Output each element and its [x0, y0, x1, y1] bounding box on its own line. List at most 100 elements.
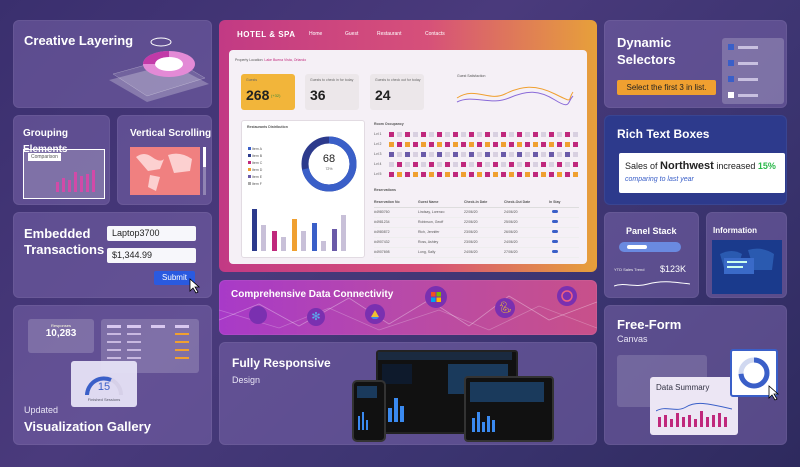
occupancy-cell: [509, 142, 514, 147]
table-row[interactable]: #4980760 Lindsay, Lorenzo 22/06/20 24/06/20: [374, 208, 579, 218]
database-icon: [249, 306, 267, 324]
rich-prefix: Sales of: [625, 161, 661, 171]
in-stay-toggle[interactable]: [552, 210, 558, 213]
occupancy-cell: [453, 142, 458, 147]
table-cell: 24/06/20: [464, 250, 478, 254]
restaurants-donut: [301, 136, 357, 192]
summary-bars: [656, 402, 732, 427]
rich-text-box[interactable]: Sales of Northwest increased 15% compari…: [619, 153, 785, 193]
occupancy-cell: [445, 152, 450, 157]
vertical-scrollbar[interactable]: [203, 147, 206, 195]
nav-restaurant[interactable]: Restaurant: [377, 31, 402, 37]
occupancy-cell: [397, 142, 402, 147]
stack-toggle[interactable]: [619, 242, 681, 252]
location-label: Property Location:: [235, 58, 264, 62]
panel-stack-panel[interactable]: Panel Stack YTD Sales Trend $123K: [604, 212, 699, 298]
occupancy-cell: [557, 162, 562, 167]
microsoft-icon: [425, 286, 447, 308]
panel-title-line1: Dynamic: [617, 35, 672, 50]
table-row[interactable]: #4907432 Ross, Ashley 23/06/20 24/06/20: [374, 238, 579, 248]
freeform-canvas-panel[interactable]: Free-Form Canvas Data Summary: [604, 305, 787, 445]
occupancy-cell: [461, 172, 466, 177]
table-cell: #4907432: [374, 240, 390, 244]
price-input[interactable]: $1,344.99: [107, 248, 196, 263]
occupancy-cell: [461, 142, 466, 147]
phone-mockup: [352, 380, 386, 442]
occupancy-cell: [493, 162, 498, 167]
occupancy-cell: [533, 172, 538, 177]
creative-layering-panel[interactable]: Creative Layering: [13, 20, 212, 108]
occupancy-cell: [565, 162, 570, 167]
occupancy-cell: [509, 162, 514, 167]
kpi-value: 24: [375, 87, 391, 103]
occupancy-cell: [445, 172, 450, 177]
fully-responsive-panel[interactable]: Fully Responsive Design: [219, 342, 597, 445]
occupancy-cell: [485, 132, 490, 137]
product-input[interactable]: Laptop3700: [107, 226, 196, 241]
occupancy-cell: [477, 142, 482, 147]
occupancy-cell: [549, 172, 554, 177]
nav-contacts[interactable]: Contacts: [425, 31, 445, 37]
occupancy-cell: [485, 172, 490, 177]
cursor-icon: [768, 385, 780, 401]
kpi-label: Guests to check out for today: [375, 78, 421, 82]
submit-button[interactable]: Submit: [154, 271, 195, 285]
rich-text-panel[interactable]: Rich Text Boxes Sales of Northwest incre…: [604, 115, 787, 205]
table-cell: #4907698: [374, 250, 390, 254]
occupancy-cell: [397, 152, 402, 157]
map-thumbnail: [130, 147, 200, 195]
occupancy-cell: [533, 152, 538, 157]
rich-bold: Northwest: [660, 160, 714, 172]
table-header: Reservation No Guest Name Check-In Date …: [374, 198, 579, 208]
table-row[interactable]: #4980872 Rich, Jennifer 23/06/20 26/06/20: [374, 228, 579, 238]
occupancy-cell: [453, 172, 458, 177]
in-stay-toggle[interactable]: [552, 250, 558, 253]
grouping-elements-panel[interactable]: Grouping Elements Comparison: [13, 115, 110, 205]
dynamic-selectors-panel[interactable]: Dynamic Selectors Select the first 3 in …: [604, 20, 787, 108]
in-stay-toggle[interactable]: [552, 240, 558, 243]
nav-guest[interactable]: Guest: [345, 31, 359, 37]
occupancy-cell: [421, 132, 426, 137]
table-cell: Long, Sally: [418, 250, 436, 254]
grouped-chart-card[interactable]: Comparison: [23, 149, 105, 199]
data-connectivity-panel[interactable]: Comprehensive Data Connectivity ✻ 🐍︎: [219, 280, 597, 335]
hotel-dashboard[interactable]: HOTEL & SPA Home Guest Restaurant Contac…: [219, 20, 597, 272]
rich-pct: 15%: [757, 161, 776, 171]
visualization-gallery-panel[interactable]: Responses 10,283 15 Finished Sessions Up…: [13, 305, 212, 445]
table-cell: 24/06/20: [504, 210, 518, 214]
selector-tooltip: Select the first 3 in list.: [617, 80, 716, 95]
embedded-transactions-panel[interactable]: Embedded Transactions Laptop3700 $1,344.…: [13, 212, 212, 298]
occupancy-cell: [437, 152, 442, 157]
occupancy-cell: [413, 162, 418, 167]
occupancy-cell: [509, 132, 514, 137]
nav-home[interactable]: Home: [309, 31, 323, 37]
information-window-panel[interactable]: Information Window: [706, 212, 787, 298]
table-cell: Lindsay, Lorenzo: [418, 210, 445, 214]
in-stay-toggle[interactable]: [552, 220, 558, 223]
table-cell: 23/06/20: [464, 230, 478, 234]
trend-label: YTD Sales Trend: [614, 267, 645, 272]
occupancy-grid: [389, 132, 579, 182]
table-row[interactable]: #4907698 Long, Sally 24/06/20 27/06/20: [374, 248, 579, 258]
python-icon: 🐍︎: [495, 298, 515, 318]
occupancy-cell: [517, 162, 522, 167]
occupancy-row-labels: Lvl 1 Lvl 2 Lvl 3 Lvl 4 Lvl 5: [374, 132, 382, 176]
trend-value: $123K: [660, 264, 687, 274]
occupancy-cell: [573, 132, 578, 137]
occupancy-cell: [461, 152, 466, 157]
selector-list: [722, 38, 784, 104]
table-row[interactable]: #4981234 Robinson, Geoff 22/06/20 25/06/20: [374, 218, 579, 228]
occupancy-cell: [557, 152, 562, 157]
occupancy-cell: [405, 172, 410, 177]
occupancy-cell: [469, 132, 474, 137]
panel-title-line2: Transactions: [24, 242, 105, 257]
occupancy-cell: [413, 152, 418, 157]
vertical-scrolling-panel[interactable]: Vertical Scrolling: [117, 115, 212, 205]
responses-card: Responses 10,283: [28, 319, 94, 353]
occupancy-cell: [517, 132, 522, 137]
panel-title: Rich Text Boxes: [617, 127, 710, 141]
layered-chart-illustration: [109, 37, 209, 102]
in-stay-toggle[interactable]: [552, 230, 558, 233]
kpi-value: 36: [310, 87, 326, 103]
occupancy-cell: [413, 142, 418, 147]
